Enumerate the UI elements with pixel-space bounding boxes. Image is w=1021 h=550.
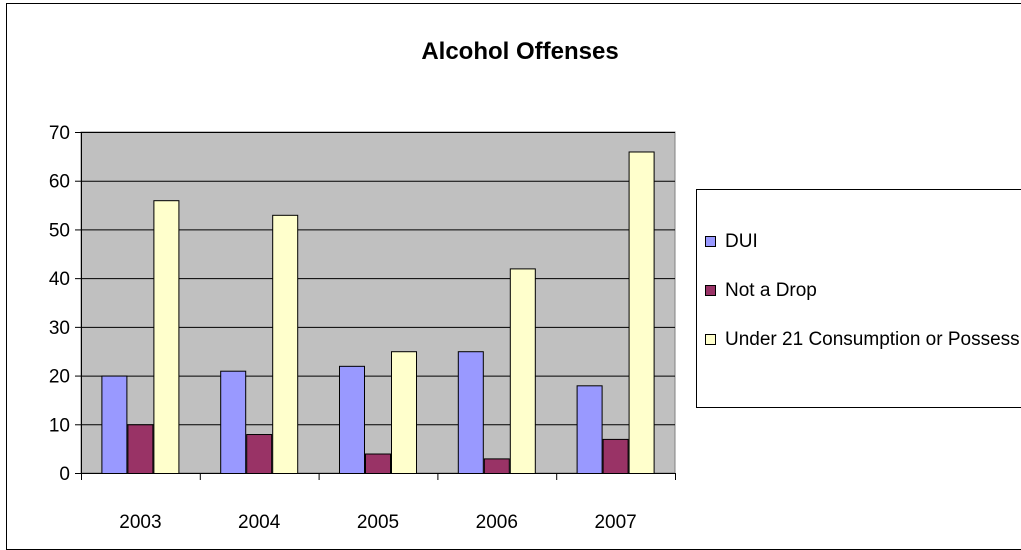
bar-dui-2007 xyxy=(576,385,603,475)
x-tick-label: 2003 xyxy=(119,512,161,533)
legend-swatch-not-a-drop xyxy=(705,285,716,296)
bar-dui-2005 xyxy=(339,365,365,475)
chart-legend: DUI Not a Drop Under 21 Consumption or P… xyxy=(696,189,1021,408)
y-tick-label: 50 xyxy=(49,220,70,241)
y-tick-label: 0 xyxy=(59,464,70,485)
bar-not-a-drop-2006 xyxy=(483,458,510,474)
y-tick-label: 20 xyxy=(49,367,70,388)
y-tick-label: 60 xyxy=(49,172,70,193)
bar-dui-2006 xyxy=(457,351,484,475)
bar-not-a-drop-2003 xyxy=(127,424,154,474)
bar-under-21-consumption-or-possess-2003 xyxy=(153,200,180,474)
x-tick-label: 2006 xyxy=(476,512,518,533)
bar-under-21-consumption-or-possess-2006 xyxy=(509,268,536,474)
legend-swatch-dui xyxy=(705,236,716,247)
y-tick-label: 10 xyxy=(49,415,70,436)
bar-under-21-consumption-or-possess-2005 xyxy=(391,351,417,475)
bar-under-21-consumption-or-possess-2004 xyxy=(272,214,299,474)
legend-label-dui: DUI xyxy=(725,231,758,252)
bar-dui-2003 xyxy=(101,375,128,475)
x-tick-label: 2004 xyxy=(238,512,281,533)
x-tick-label: 2007 xyxy=(594,512,636,533)
bar-under-21-consumption-or-possess-2007 xyxy=(628,151,655,474)
y-tick-label: 30 xyxy=(49,318,70,339)
x-tick-label: 2005 xyxy=(357,512,399,533)
bar-not-a-drop-2005 xyxy=(365,453,391,474)
legend-label-under-21: Under 21 Consumption or Possess xyxy=(725,329,1020,350)
chart-title: Alcohol Offenses xyxy=(421,38,619,65)
y-tick-label: 70 xyxy=(49,123,70,144)
y-tick-label: 40 xyxy=(49,269,70,290)
legend-swatch-under-21 xyxy=(705,334,716,345)
bar-not-a-drop-2007 xyxy=(602,438,629,474)
bar-not-a-drop-2004 xyxy=(246,434,273,474)
legend-label-not-a-drop: Not a Drop xyxy=(725,280,817,301)
bar-dui-2004 xyxy=(220,370,247,475)
